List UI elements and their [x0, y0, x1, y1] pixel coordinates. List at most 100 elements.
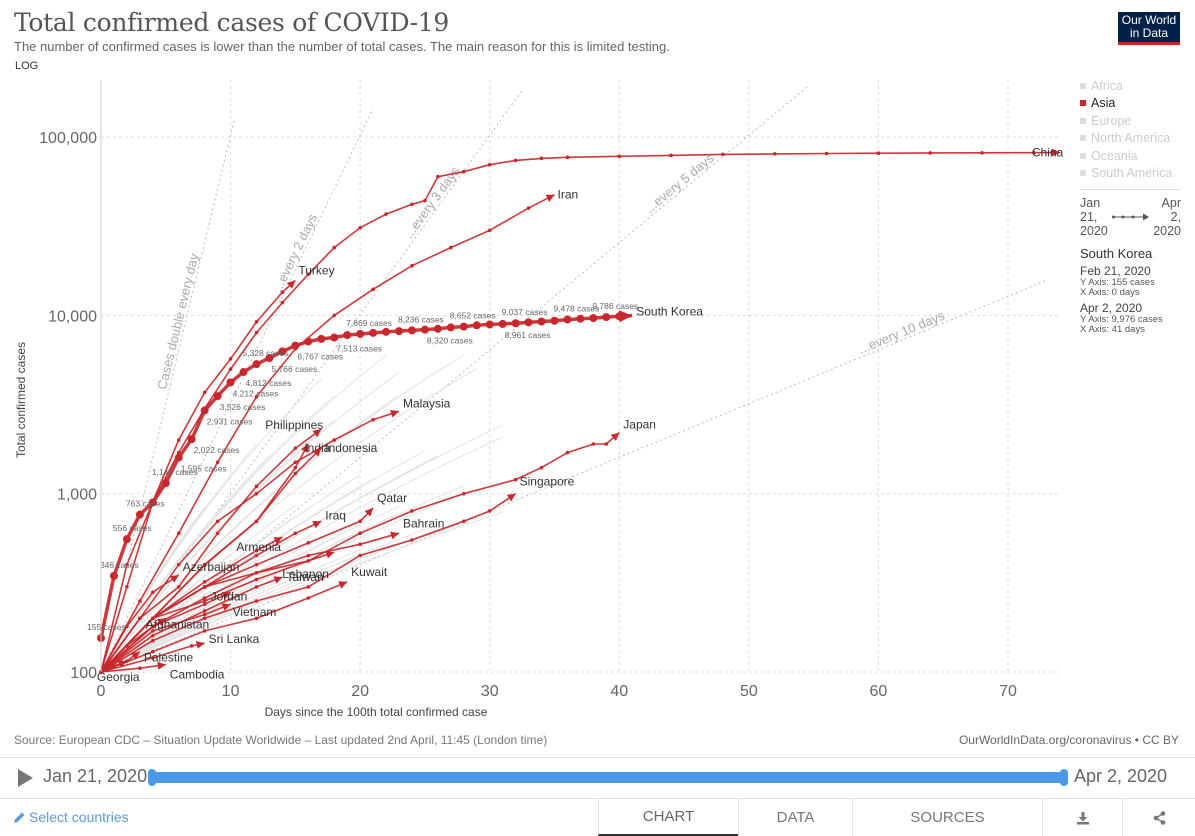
data-point[interactable]: [254, 616, 259, 621]
series-label[interactable]: Vietnam: [233, 605, 277, 619]
data-point[interactable]: [565, 155, 570, 160]
series-line[interactable]: [100, 431, 620, 673]
data-point[interactable]: [513, 158, 518, 163]
series-label[interactable]: Philippines: [265, 418, 323, 432]
timeline-start-handle[interactable]: [148, 769, 156, 786]
series-label[interactable]: South Korea: [636, 305, 703, 319]
data-point[interactable]: [293, 465, 298, 470]
data-point[interactable]: [928, 151, 933, 155]
data-point[interactable]: [291, 341, 300, 350]
series-label[interactable]: Bahrain: [403, 516, 444, 530]
series-label[interactable]: Singapore: [520, 475, 575, 489]
data-point[interactable]: [280, 290, 285, 294]
data-point[interactable]: [293, 446, 298, 450]
data-point[interactable]: [202, 562, 207, 567]
data-point[interactable]: [332, 438, 337, 442]
data-point[interactable]: [138, 666, 142, 671]
data-point[interactable]: [202, 596, 207, 600]
tab-sources[interactable]: SOURCES: [852, 799, 1042, 836]
legend-item-europe[interactable]: Europe: [1080, 112, 1181, 130]
data-point[interactable]: [410, 509, 414, 513]
data-point[interactable]: [410, 263, 414, 268]
data-point[interactable]: [459, 322, 468, 331]
data-point[interactable]: [176, 438, 181, 442]
data-point[interactable]: [358, 542, 362, 547]
series-label[interactable]: Iran: [558, 188, 579, 202]
data-point[interactable]: [462, 169, 466, 174]
data-point[interactable]: [539, 156, 544, 161]
data-point[interactable]: [462, 519, 466, 524]
play-icon[interactable]: [18, 769, 33, 787]
data-point[interactable]: [125, 624, 129, 629]
series-label[interactable]: Azerbaijan: [183, 560, 240, 574]
series-label[interactable]: Qatar: [377, 491, 407, 505]
series-label[interactable]: Turkey: [298, 263, 334, 277]
data-point[interactable]: [371, 417, 375, 422]
data-point[interactable]: [395, 327, 404, 336]
series-label[interactable]: China: [1032, 145, 1064, 159]
data-point[interactable]: [876, 151, 881, 156]
data-point[interactable]: [254, 320, 259, 324]
series-label[interactable]: Taiwan: [286, 570, 323, 584]
data-point[interactable]: [254, 484, 259, 489]
data-point[interactable]: [228, 367, 233, 371]
data-point[interactable]: [265, 354, 274, 363]
series-label[interactable]: Japan: [623, 418, 656, 432]
data-point[interactable]: [980, 151, 984, 155]
series-label[interactable]: Georgia: [97, 670, 140, 684]
data-point[interactable]: [125, 644, 129, 648]
data-point[interactable]: [563, 315, 572, 324]
data-point[interactable]: [254, 519, 259, 524]
select-countries-button[interactable]: Select countries: [13, 809, 129, 825]
data-point[interactable]: [176, 585, 181, 589]
data-point[interactable]: [122, 535, 131, 544]
data-point[interactable]: [254, 599, 259, 603]
data-point[interactable]: [539, 465, 544, 470]
data-point[interactable]: [293, 460, 298, 465]
data-point[interactable]: [109, 571, 118, 580]
data-point[interactable]: [293, 531, 298, 536]
legend-item-asia[interactable]: Asia: [1080, 95, 1181, 113]
data-point[interactable]: [125, 585, 129, 589]
data-point[interactable]: [202, 609, 207, 613]
data-point[interactable]: [589, 314, 598, 323]
data-point[interactable]: [278, 347, 287, 356]
data-point[interactable]: [317, 334, 326, 343]
data-point[interactable]: [356, 329, 365, 338]
legend-item-north-america[interactable]: North America: [1080, 130, 1181, 148]
data-point[interactable]: [293, 471, 298, 476]
data-point[interactable]: [384, 212, 388, 216]
data-point[interactable]: [151, 633, 155, 638]
series-label[interactable]: Sri Lanka: [209, 632, 260, 646]
timeline-track[interactable]: [150, 772, 1066, 783]
tab-chart[interactable]: CHART: [598, 799, 738, 836]
data-point[interactable]: [511, 319, 520, 328]
data-point[interactable]: [254, 553, 259, 558]
data-point[interactable]: [487, 162, 492, 167]
legend-item-africa[interactable]: Africa: [1080, 77, 1181, 95]
data-point[interactable]: [369, 328, 378, 337]
data-point[interactable]: [304, 337, 313, 346]
data-point[interactable]: [423, 198, 427, 203]
series-line[interactable]: [100, 581, 348, 673]
series-line[interactable]: [100, 603, 231, 673]
data-point[interactable]: [343, 331, 352, 340]
data-point[interactable]: [617, 154, 622, 159]
data-point[interactable]: [472, 321, 481, 330]
tab-data[interactable]: DATA: [738, 799, 852, 836]
share-button[interactable]: [1122, 799, 1195, 836]
series-label[interactable]: Iraq: [325, 508, 346, 522]
data-point[interactable]: [524, 318, 533, 327]
data-point[interactable]: [358, 225, 362, 230]
data-point[interactable]: [228, 357, 233, 361]
data-point[interactable]: [410, 202, 414, 207]
legend-item-oceania[interactable]: Oceania: [1080, 147, 1181, 165]
data-point[interactable]: [487, 509, 492, 513]
series-label[interactable]: Malaysia: [403, 396, 451, 410]
data-point[interactable]: [151, 649, 155, 654]
data-point[interactable]: [433, 324, 442, 333]
data-point[interactable]: [306, 541, 311, 545]
data-point[interactable]: [371, 287, 375, 292]
data-point[interactable]: [187, 435, 196, 444]
data-point[interactable]: [306, 596, 311, 600]
